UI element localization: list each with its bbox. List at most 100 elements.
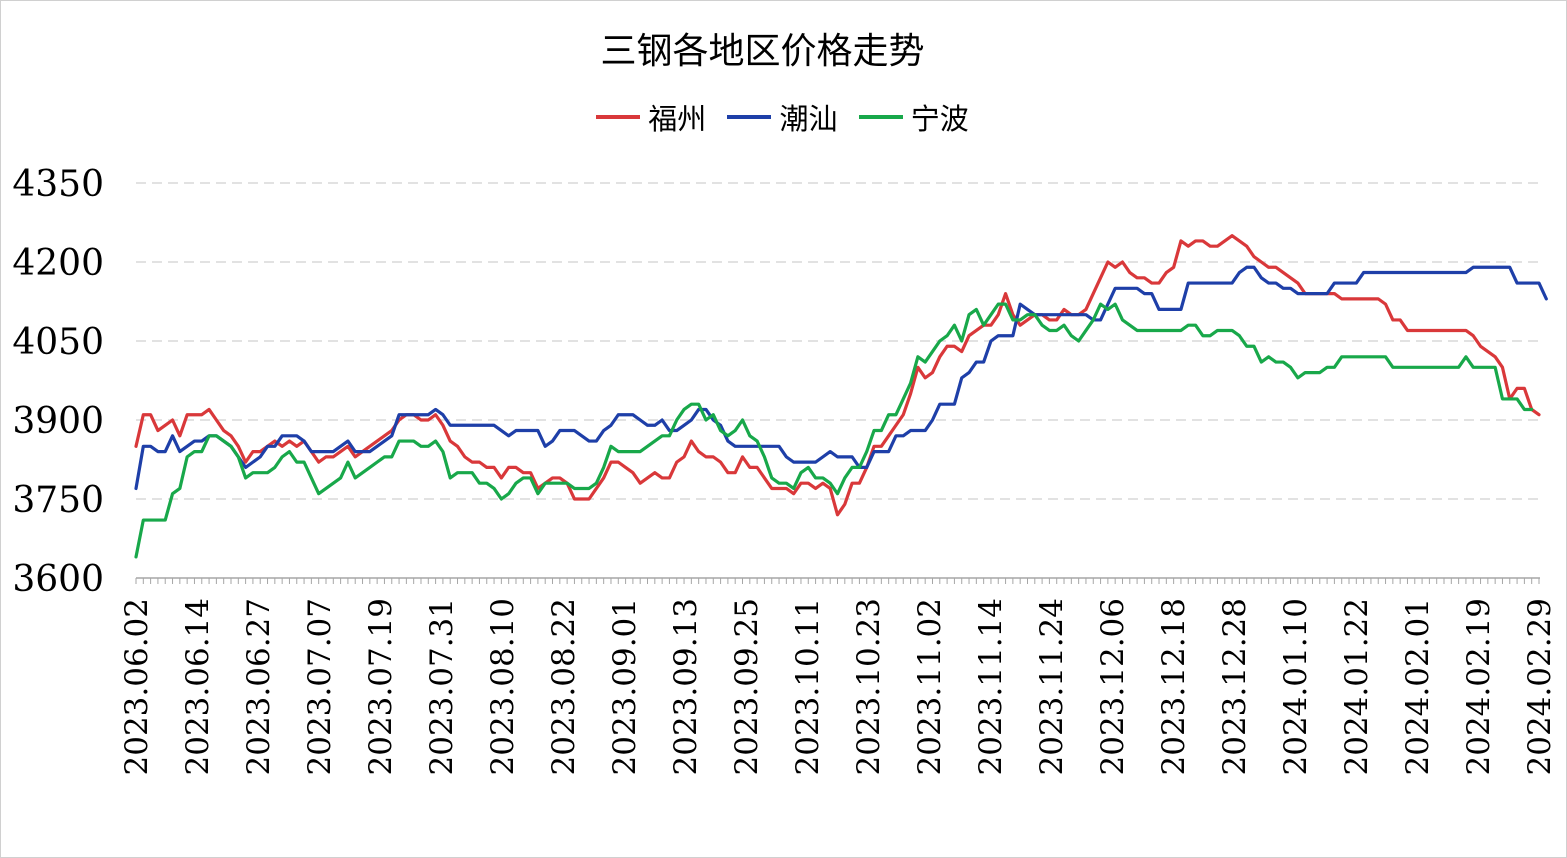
- data-point: [734, 445, 736, 447]
- data-point: [646, 477, 648, 479]
- data-point: [193, 440, 195, 442]
- data-point: [632, 414, 634, 416]
- data-point: [222, 440, 224, 442]
- data-point: [317, 493, 319, 495]
- data-point: [1121, 287, 1123, 289]
- data-point: [1077, 340, 1079, 342]
- data-point: [420, 445, 422, 447]
- data-point: [1253, 345, 1255, 347]
- data-point: [654, 440, 656, 442]
- data-point: [968, 335, 970, 337]
- data-point: [449, 424, 451, 426]
- data-point: [1326, 292, 1328, 294]
- data-point: [1443, 329, 1445, 331]
- data-point: [1165, 308, 1167, 310]
- data-point: [676, 461, 678, 463]
- data-point: [676, 429, 678, 431]
- data-point: [551, 477, 553, 479]
- data-point: [1406, 271, 1408, 273]
- data-point: [230, 445, 232, 447]
- data-point: [1180, 308, 1182, 310]
- data-point: [1056, 319, 1058, 321]
- data-point: [741, 445, 743, 447]
- data-point: [1165, 329, 1167, 331]
- data-point: [259, 450, 261, 452]
- data-point: [208, 435, 210, 437]
- data-point: [1063, 324, 1065, 326]
- data-point: [1209, 245, 1211, 247]
- data-point: [1143, 292, 1145, 294]
- data-point: [953, 345, 955, 347]
- data-point: [193, 414, 195, 416]
- data-point: [142, 445, 144, 447]
- data-point: [1187, 245, 1189, 247]
- data-point: [1070, 335, 1072, 337]
- data-point: [464, 424, 466, 426]
- data-point: [946, 345, 948, 347]
- data-point: [559, 482, 561, 484]
- data-point: [361, 471, 363, 473]
- data-point: [1494, 266, 1496, 268]
- legend-item-ningbo: 宁波: [858, 96, 969, 138]
- data-point: [924, 429, 926, 431]
- data-point: [186, 414, 188, 416]
- data-point: [1143, 277, 1145, 279]
- data-point: [814, 461, 816, 463]
- data-point: [749, 466, 751, 468]
- data-point: [1246, 266, 1248, 268]
- data-point: [727, 435, 729, 437]
- data-point: [1487, 366, 1489, 368]
- data-point: [281, 445, 283, 447]
- data-point: [939, 403, 941, 405]
- data-point: [1114, 266, 1116, 268]
- data-point: [719, 429, 721, 431]
- data-point: [347, 440, 349, 442]
- data-point: [1289, 277, 1291, 279]
- x-tick-label: 2023.10.11: [790, 598, 826, 776]
- data-point: [1224, 329, 1226, 331]
- data-point: [902, 435, 904, 437]
- data-point: [968, 313, 970, 315]
- data-point: [1479, 366, 1481, 368]
- data-point: [602, 477, 604, 479]
- data-point: [997, 303, 999, 305]
- data-point: [1289, 366, 1291, 368]
- data-point: [836, 456, 838, 458]
- data-point: [800, 471, 802, 473]
- data-point: [814, 477, 816, 479]
- legend-label-ningbo: 宁波: [910, 102, 969, 136]
- data-point: [456, 471, 458, 473]
- data-point: [1399, 366, 1401, 368]
- data-point: [1421, 271, 1423, 273]
- data-point: [1436, 329, 1438, 331]
- data-point: [1107, 308, 1109, 310]
- data-point: [1267, 282, 1269, 284]
- data-point: [836, 493, 838, 495]
- data-point: [507, 435, 509, 437]
- data-point: [1494, 366, 1496, 368]
- x-tick-label: 2023.12.18: [1156, 598, 1192, 776]
- data-point: [288, 435, 290, 437]
- data-point: [961, 350, 963, 352]
- data-point: [1465, 271, 1467, 273]
- data-point: [975, 329, 977, 331]
- data-point: [515, 429, 517, 431]
- data-point: [1172, 308, 1174, 310]
- data-point: [376, 445, 378, 447]
- data-point: [997, 313, 999, 315]
- data-point: [398, 440, 400, 442]
- data-point: [1457, 329, 1459, 331]
- data-point: [1165, 271, 1167, 273]
- data-point: [639, 482, 641, 484]
- data-point: [990, 313, 992, 315]
- data-point: [909, 382, 911, 384]
- data-point: [902, 414, 904, 416]
- data-point: [581, 487, 583, 489]
- data-point: [1121, 319, 1123, 321]
- data-point: [617, 450, 619, 452]
- data-point: [1004, 335, 1006, 337]
- data-point: [1326, 366, 1328, 368]
- data-point: [1421, 329, 1423, 331]
- data-point: [1479, 345, 1481, 347]
